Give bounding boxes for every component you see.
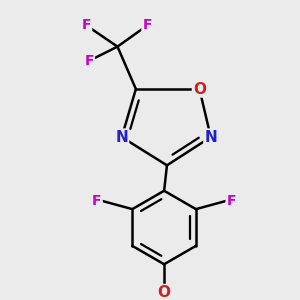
Text: O: O (158, 285, 171, 300)
Text: F: F (85, 54, 94, 68)
Text: O: O (193, 82, 206, 97)
Text: F: F (226, 194, 236, 208)
Text: F: F (92, 194, 102, 208)
Text: F: F (82, 18, 91, 32)
Text: F: F (142, 18, 152, 32)
Text: N: N (116, 130, 128, 145)
Text: N: N (204, 130, 217, 145)
